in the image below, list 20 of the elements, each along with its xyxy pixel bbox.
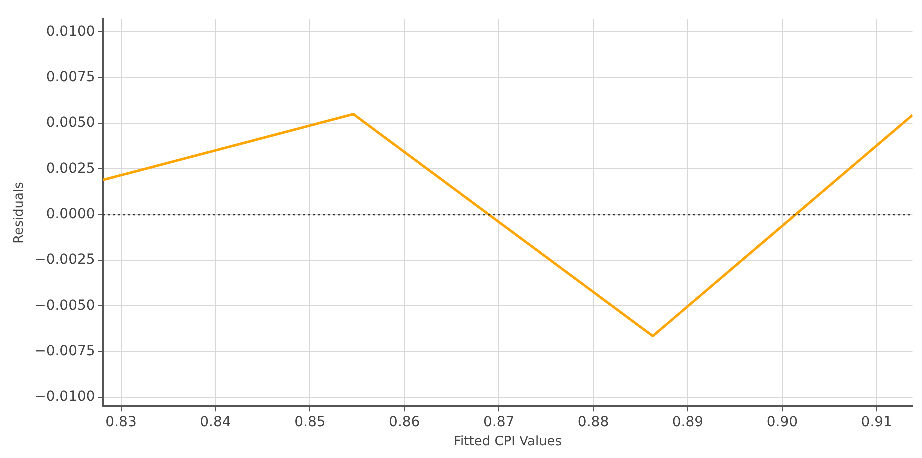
y-tick-label: −0.0100 (34, 389, 96, 406)
x-tick-label: 0.91 (861, 414, 892, 431)
x-tick-label: 0.85 (294, 414, 326, 431)
y-tick-label: 0.0075 (46, 69, 96, 86)
y-tick-label: −0.0050 (34, 298, 96, 314)
y-axis-title: Residuals (12, 182, 28, 244)
y-tick-label: 0.0050 (46, 115, 96, 132)
x-tick-label: 0.84 (200, 414, 232, 431)
x-tick-label: 0.83 (106, 414, 137, 431)
y-tick-label: −0.0075 (34, 343, 96, 360)
y-tick-label: −0.0025 (34, 252, 96, 268)
y-tick-label: 0.0100 (46, 24, 96, 40)
x-tick-label: 0.86 (389, 414, 420, 431)
y-tick-label: 0.0025 (46, 160, 96, 177)
x-tick-label: 0.89 (672, 414, 704, 431)
x-tick-label: 0.90 (766, 414, 798, 431)
x-tick-label: 0.87 (483, 414, 515, 431)
x-axis-title: Fitted CPI Values (454, 434, 562, 450)
x-tick-label: 0.88 (578, 414, 610, 431)
y-tick-label: 0.0000 (46, 206, 96, 222)
